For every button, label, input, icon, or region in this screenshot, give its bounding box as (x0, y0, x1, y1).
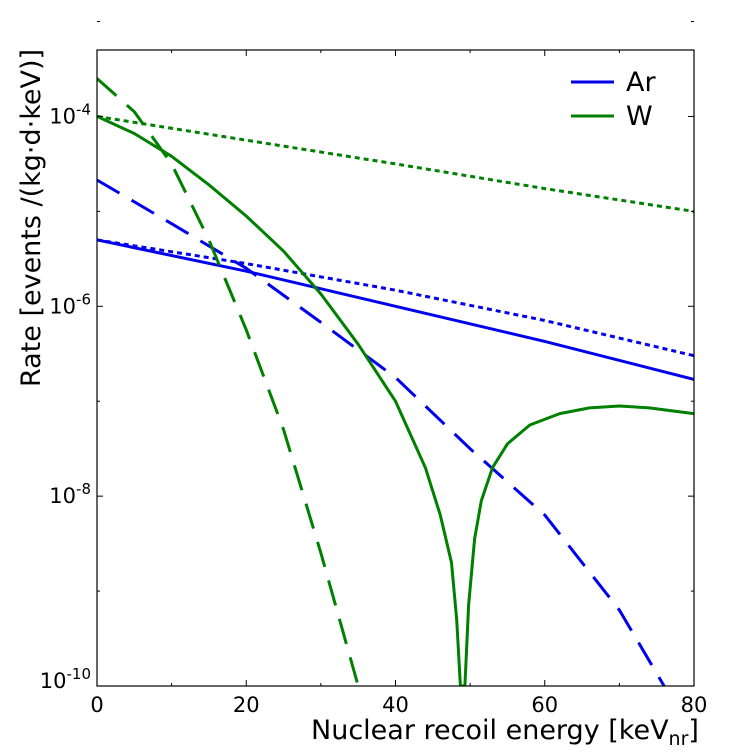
y-tick-label: 10-6 (49, 290, 91, 318)
x-tick-label: 0 (90, 693, 103, 717)
legend: Ar W (571, 67, 656, 132)
x-tick-label: 80 (681, 693, 708, 717)
legend-label-ar: Ar (626, 67, 656, 98)
y-tick-label: 10-10 (40, 665, 91, 693)
series-w-solid (97, 115, 694, 686)
y-axis-label: Rate [events /(kg·d·keV)] (16, 49, 47, 387)
ticks-layer: 0 20 40 60 80 10-4 10-6 10-8 10-10 (40, 21, 708, 717)
y-tick-label: 10-4 (49, 100, 91, 128)
legend-label-w: W (626, 101, 653, 132)
x-tick-label: 60 (531, 693, 558, 717)
series-ar-solid (97, 238, 694, 381)
series-w-dotted (97, 114, 694, 213)
series-w-dashed (97, 77, 360, 686)
x-tick-label: 20 (233, 693, 260, 717)
series-ar-dotted (97, 238, 694, 358)
x-tick-label: 40 (382, 693, 409, 717)
y-tick-label: 10-8 (49, 480, 91, 508)
x-axis-label: Nuclear recoil energy [keVnr] (311, 715, 699, 750)
series-ar-dashed (97, 178, 666, 686)
series-layer (97, 77, 694, 686)
